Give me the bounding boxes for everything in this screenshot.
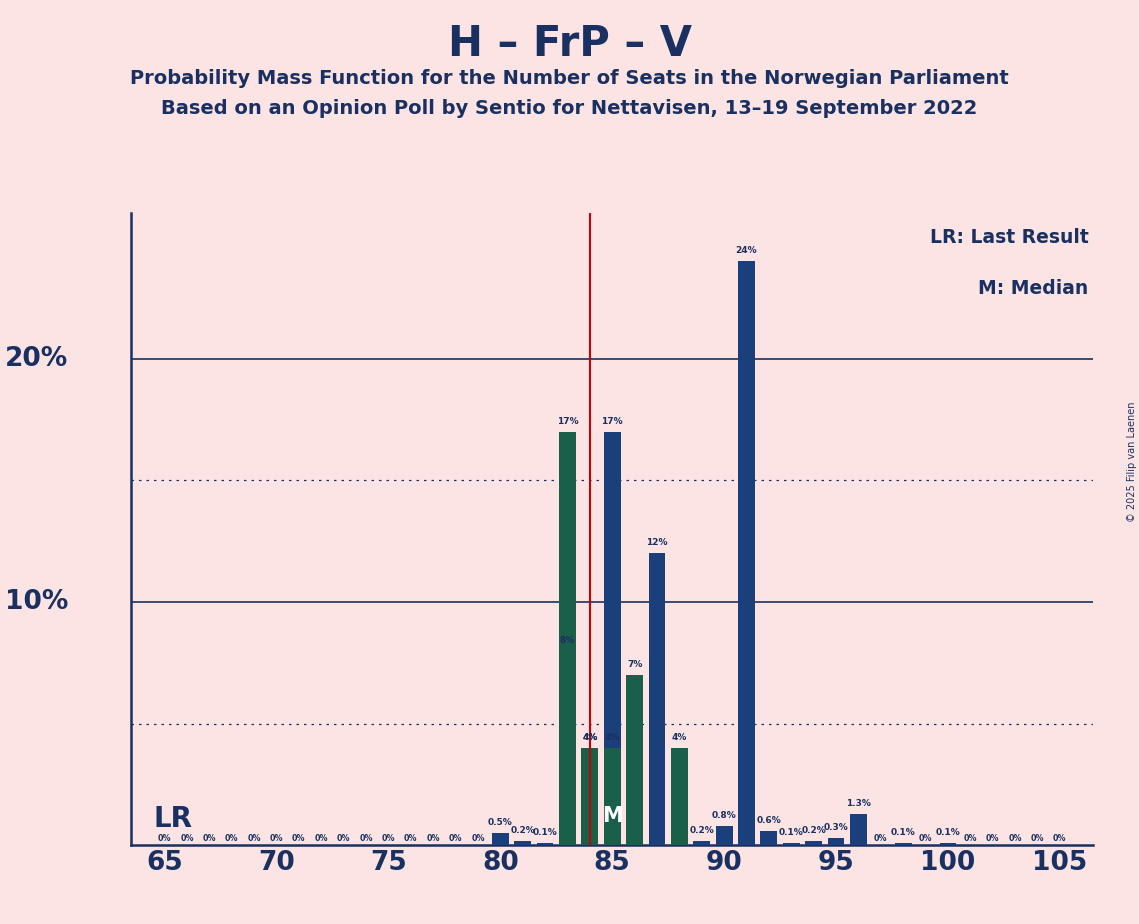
Bar: [581, 748, 598, 845]
Bar: [492, 833, 509, 845]
Text: H – FrP – V: H – FrP – V: [448, 23, 691, 65]
Bar: [515, 841, 531, 845]
Text: 4%: 4%: [582, 733, 598, 742]
Text: 0%: 0%: [314, 834, 328, 843]
Text: 0%: 0%: [964, 834, 977, 843]
Text: 20%: 20%: [6, 346, 68, 371]
Text: 0.2%: 0.2%: [689, 825, 714, 834]
Text: 0.1%: 0.1%: [891, 828, 916, 837]
Text: 0%: 0%: [404, 834, 418, 843]
Text: Probability Mass Function for the Number of Seats in the Norwegian Parliament: Probability Mass Function for the Number…: [130, 69, 1009, 89]
Text: 0%: 0%: [986, 834, 999, 843]
Text: 0%: 0%: [292, 834, 305, 843]
Text: 0.3%: 0.3%: [823, 823, 849, 833]
Text: 4%: 4%: [582, 733, 598, 742]
Text: 0.1%: 0.1%: [935, 828, 960, 837]
Bar: [626, 675, 644, 845]
Text: 0%: 0%: [226, 834, 238, 843]
Bar: [850, 814, 867, 845]
Text: 0%: 0%: [270, 834, 284, 843]
Text: 0.2%: 0.2%: [510, 825, 535, 834]
Text: 0%: 0%: [158, 834, 171, 843]
Bar: [782, 843, 800, 845]
Text: 4%: 4%: [672, 733, 687, 742]
Bar: [648, 553, 665, 845]
Text: 0%: 0%: [1054, 834, 1066, 843]
Text: 0.8%: 0.8%: [712, 811, 737, 820]
Text: 4%: 4%: [605, 733, 620, 742]
Bar: [559, 650, 576, 845]
Text: 8%: 8%: [560, 636, 575, 645]
Text: 0%: 0%: [337, 834, 351, 843]
Bar: [604, 748, 621, 845]
Bar: [581, 748, 598, 845]
Bar: [559, 432, 576, 845]
Text: 10%: 10%: [5, 589, 68, 615]
Text: 0%: 0%: [180, 834, 194, 843]
Text: 0%: 0%: [919, 834, 933, 843]
Text: 17%: 17%: [601, 417, 623, 426]
Text: 0.6%: 0.6%: [756, 816, 781, 825]
Text: 0%: 0%: [247, 834, 261, 843]
Text: 0%: 0%: [203, 834, 216, 843]
Bar: [715, 826, 732, 845]
Text: 0.1%: 0.1%: [779, 828, 804, 837]
Text: 0%: 0%: [472, 834, 485, 843]
Text: M: M: [601, 806, 623, 826]
Bar: [805, 841, 822, 845]
Text: 24%: 24%: [736, 246, 757, 255]
Bar: [828, 838, 844, 845]
Text: 0%: 0%: [426, 834, 440, 843]
Text: 0.1%: 0.1%: [533, 828, 557, 837]
Text: LR: LR: [154, 806, 192, 833]
Text: 0%: 0%: [1008, 834, 1022, 843]
Text: 17%: 17%: [557, 417, 579, 426]
Text: © 2025 Filip van Laenen: © 2025 Filip van Laenen: [1126, 402, 1137, 522]
Text: LR: Last Result: LR: Last Result: [929, 228, 1089, 248]
Bar: [671, 748, 688, 845]
Text: 12%: 12%: [646, 539, 667, 547]
Text: 0%: 0%: [874, 834, 887, 843]
Text: 0%: 0%: [382, 834, 395, 843]
Bar: [694, 841, 710, 845]
Bar: [761, 831, 777, 845]
Text: M: Median: M: Median: [978, 279, 1089, 298]
Text: Based on an Opinion Poll by Sentio for Nettavisen, 13–19 September 2022: Based on an Opinion Poll by Sentio for N…: [162, 99, 977, 118]
Bar: [604, 432, 621, 845]
Text: 0.2%: 0.2%: [801, 825, 826, 834]
Bar: [536, 843, 554, 845]
Bar: [738, 261, 755, 845]
Text: 0.5%: 0.5%: [487, 819, 513, 827]
Text: 0%: 0%: [449, 834, 462, 843]
Bar: [895, 843, 911, 845]
Text: 0%: 0%: [1031, 834, 1044, 843]
Text: 0%: 0%: [359, 834, 372, 843]
Text: 7%: 7%: [626, 660, 642, 669]
Text: 1.3%: 1.3%: [846, 798, 871, 808]
Bar: [940, 843, 957, 845]
